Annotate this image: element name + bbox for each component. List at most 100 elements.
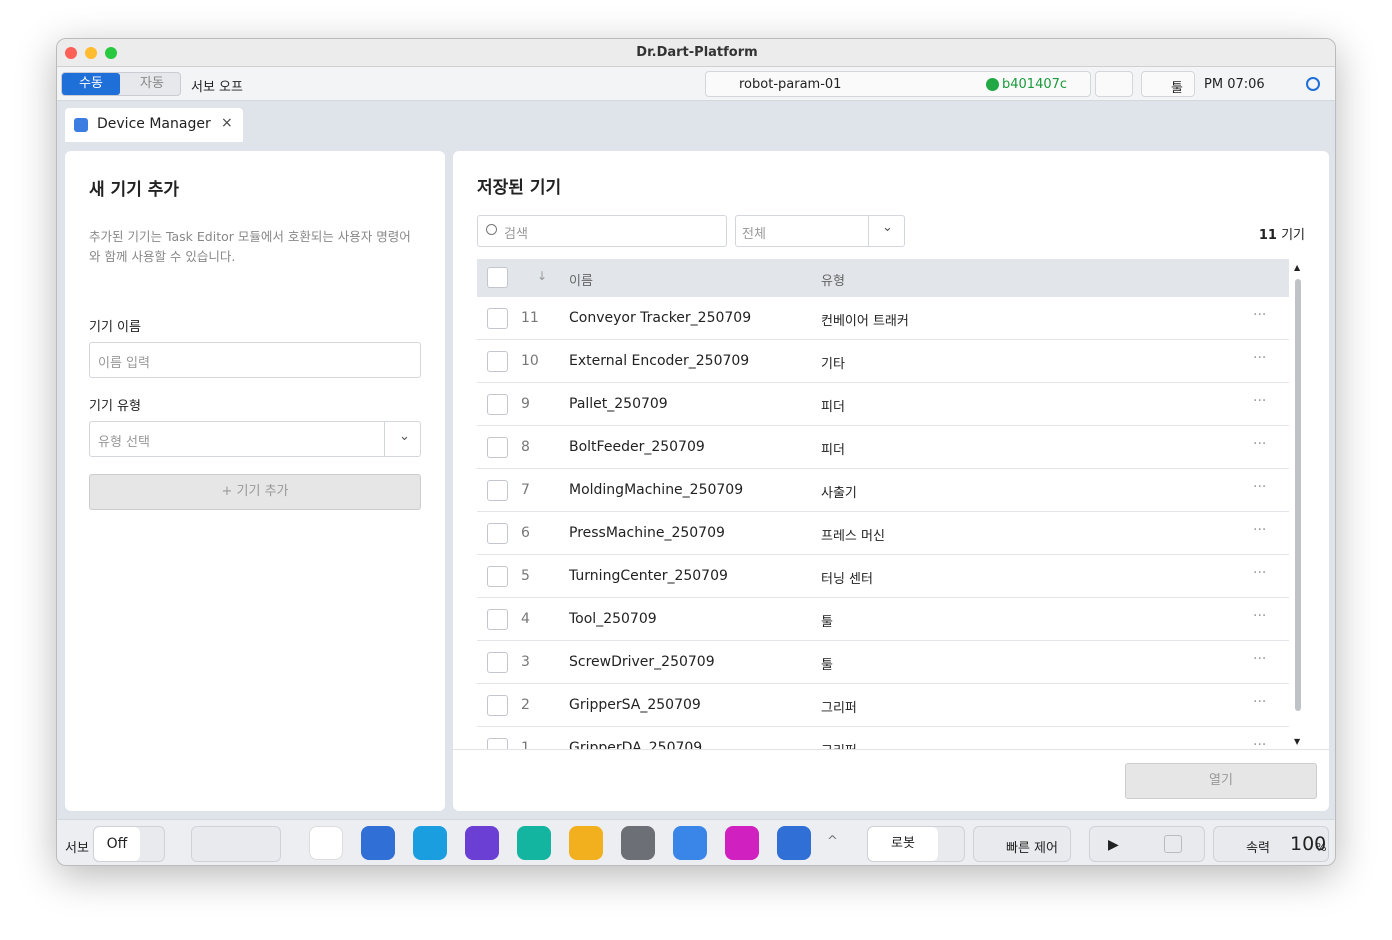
play[interactable]: ▶ bbox=[1108, 837, 1119, 853]
expand[interactable]: ^ bbox=[827, 834, 838, 849]
app-icon[interactable] bbox=[413, 826, 447, 860]
device-name: GripperDA_250709 bbox=[569, 740, 703, 749]
tool-button[interactable] bbox=[1141, 71, 1195, 97]
tab-close[interactable]: × bbox=[221, 115, 233, 131]
row-checkbox[interactable] bbox=[487, 437, 508, 458]
add-button[interactable]: + 기기 추가 bbox=[89, 474, 421, 510]
title-bar: Dr.Dart-Platform bbox=[57, 39, 1335, 67]
divider bbox=[868, 216, 869, 246]
row-menu[interactable]: ··· bbox=[1253, 565, 1267, 581]
tab[interactable]: Device Manager × bbox=[65, 108, 243, 142]
quick-control[interactable]: 빠른 제어 bbox=[973, 826, 1071, 862]
search-input[interactable]: 검색 bbox=[477, 215, 727, 247]
app-icon[interactable] bbox=[309, 826, 343, 860]
table-row[interactable]: 7 MoldingMachine_250709 사출기 ··· bbox=[477, 469, 1289, 512]
row-checkbox[interactable] bbox=[487, 566, 508, 587]
row-menu[interactable]: ··· bbox=[1253, 522, 1267, 538]
tab-title: Device Manager bbox=[97, 116, 211, 132]
row-menu[interactable]: ··· bbox=[1253, 436, 1267, 452]
row-menu[interactable]: ··· bbox=[1253, 651, 1267, 667]
app-icon[interactable] bbox=[621, 826, 655, 860]
row-checkbox[interactable] bbox=[487, 738, 508, 749]
robot-select[interactable] bbox=[705, 71, 1091, 97]
panel-title: 저장된 기기 bbox=[477, 178, 562, 198]
row-checkbox[interactable] bbox=[487, 652, 508, 673]
stop[interactable] bbox=[1164, 835, 1182, 853]
column-header: 유형 bbox=[821, 274, 845, 289]
sync-icon[interactable] bbox=[1306, 77, 1320, 91]
tool-buttons[interactable] bbox=[191, 826, 281, 862]
app-icon[interactable] bbox=[777, 826, 811, 860]
run-controls[interactable]: ▶ bbox=[1089, 826, 1205, 862]
select-all[interactable] bbox=[487, 267, 508, 288]
row-checkbox[interactable] bbox=[487, 695, 508, 716]
app-icon[interactable] bbox=[361, 826, 395, 860]
divider bbox=[384, 422, 385, 456]
row-menu[interactable]: ··· bbox=[1253, 737, 1267, 749]
scroll-thumb[interactable] bbox=[1295, 279, 1301, 711]
row-menu[interactable]: ··· bbox=[1253, 307, 1267, 323]
table-row[interactable]: 2 GripperSA_250709 그리퍼 ··· bbox=[477, 684, 1289, 727]
device-type: 컨베이어 트래커 bbox=[821, 314, 909, 329]
row-checkbox[interactable] bbox=[487, 394, 508, 415]
max-dot[interactable] bbox=[105, 47, 117, 59]
row-checkbox[interactable] bbox=[487, 523, 508, 544]
app-icon[interactable] bbox=[725, 826, 759, 860]
table-row[interactable]: 6 PressMachine_250709 프레스 머신 ··· bbox=[477, 512, 1289, 555]
row-number: 5 bbox=[521, 568, 530, 584]
row-menu[interactable]: ··· bbox=[1253, 694, 1267, 710]
chevron: ⌄ bbox=[399, 429, 410, 444]
scroll-down[interactable]: ▼ bbox=[1294, 737, 1301, 746]
app-icon[interactable] bbox=[465, 826, 499, 860]
name-input[interactable]: 이름 입력 bbox=[89, 342, 421, 378]
servo-label: 서보 bbox=[65, 841, 89, 856]
sort-icon[interactable]: ↓ bbox=[537, 269, 548, 283]
search-icon bbox=[486, 224, 497, 235]
close-dot[interactable] bbox=[65, 47, 77, 59]
row-checkbox[interactable] bbox=[487, 308, 508, 329]
bottom-bar: 서보 Off ^ 로봇 빠른 제어 ▶ 속력 100 % bbox=[57, 819, 1335, 865]
type-select[interactable]: 유형 선택 ⌄ bbox=[89, 421, 421, 457]
table-row[interactable]: 10 External Encoder_250709 기타 ··· bbox=[477, 340, 1289, 383]
table-row[interactable]: 1 GripperDA_250709 그리퍼 ··· bbox=[477, 727, 1289, 749]
folder-button[interactable] bbox=[1095, 71, 1133, 97]
row-checkbox[interactable] bbox=[487, 351, 508, 372]
device-name: MoldingMachine_250709 bbox=[569, 482, 744, 498]
add-button-label: 기기 추가 bbox=[236, 484, 289, 499]
table-row[interactable]: 11 Conveyor Tracker_250709 컨베이어 트래커 ··· bbox=[477, 297, 1289, 340]
device-type: 기타 bbox=[821, 357, 845, 372]
row-checkbox[interactable] bbox=[487, 609, 508, 630]
device-type: 터닝 센터 bbox=[821, 572, 873, 587]
device-type: 툴 bbox=[821, 615, 833, 630]
servo-toggle[interactable]: Off bbox=[93, 826, 165, 862]
mode-auto[interactable]: 자동 bbox=[140, 76, 164, 91]
min-dot[interactable] bbox=[85, 47, 97, 59]
clock: PM 07:06 bbox=[1204, 77, 1265, 92]
table-row[interactable]: 8 BoltFeeder_250709 피더 ··· bbox=[477, 426, 1289, 469]
add-panel: 새 기기 추가 추가된 기기는 Task Editor 모듈에서 호환되는 사용… bbox=[65, 151, 445, 811]
open-button[interactable]: 열기 bbox=[1125, 763, 1317, 799]
table-row[interactable]: 9 Pallet_250709 피더 ··· bbox=[477, 383, 1289, 426]
robot-toggle[interactable]: 로봇 bbox=[867, 826, 965, 862]
row-menu[interactable]: ··· bbox=[1253, 608, 1267, 624]
scrollbar[interactable]: ▲ ▼ bbox=[1291, 263, 1305, 749]
table-row[interactable]: 3 ScrewDriver_250709 툴 ··· bbox=[477, 641, 1289, 684]
app-icon[interactable] bbox=[673, 826, 707, 860]
table-row[interactable]: 5 TurningCenter_250709 터닝 센터 ··· bbox=[477, 555, 1289, 598]
device-name: External Encoder_250709 bbox=[569, 353, 750, 369]
row-checkbox[interactable] bbox=[487, 480, 508, 501]
row-menu[interactable]: ··· bbox=[1253, 393, 1267, 409]
name-label: 기기 이름 bbox=[89, 320, 141, 335]
device-name: Tool_250709 bbox=[569, 611, 657, 627]
table-row[interactable]: 4 Tool_250709 툴 ··· bbox=[477, 598, 1289, 641]
placeholder: 이름 입력 bbox=[98, 356, 150, 371]
row-menu[interactable]: ··· bbox=[1253, 350, 1267, 366]
app-icon[interactable] bbox=[569, 826, 603, 860]
mode-manual[interactable]: 수동 bbox=[62, 73, 120, 95]
row-number: 3 bbox=[521, 654, 530, 670]
app-icon[interactable] bbox=[517, 826, 551, 860]
filter-select[interactable]: 전체 ⌄ bbox=[735, 215, 905, 247]
scroll-up[interactable]: ▲ bbox=[1294, 263, 1301, 272]
device-type: 그리퍼 bbox=[821, 701, 857, 716]
row-menu[interactable]: ··· bbox=[1253, 479, 1267, 495]
